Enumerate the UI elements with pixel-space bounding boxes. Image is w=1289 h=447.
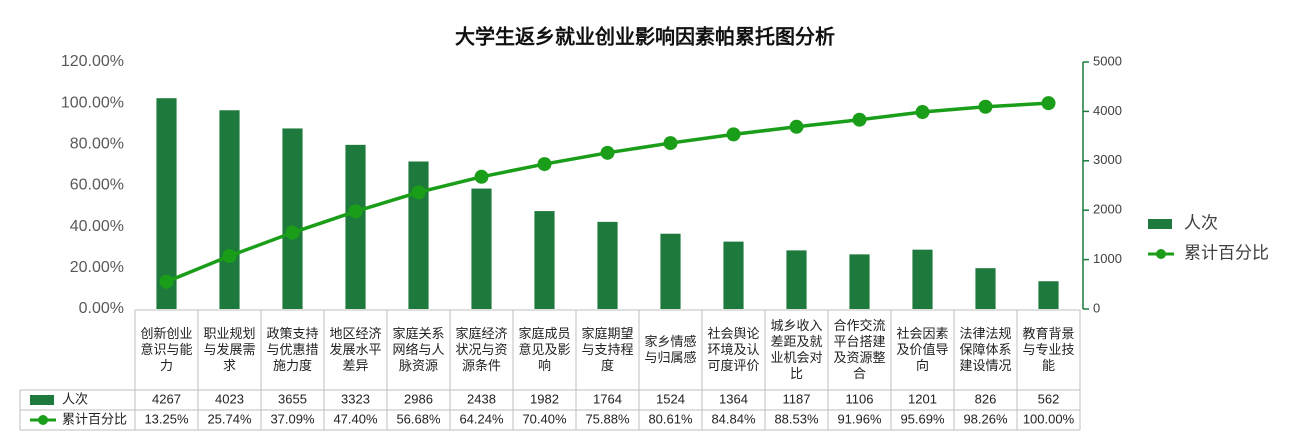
table-cell: 1187 [783,391,811,406]
y-tick-label: 20.00% [70,259,124,276]
y2-tick-label: 4000 [1093,103,1122,118]
y2-tick-label: 5000 [1093,53,1122,68]
table-cell: 91.96% [837,411,882,426]
table-cell: 100.00% [1023,411,1075,426]
category-label: 政策支持与优惠措施力度 [266,326,319,373]
table-cell: 70.40% [522,411,567,426]
y2-tick-label: 2000 [1093,202,1122,217]
table-cell: 1201 [908,391,937,406]
legend-key [1156,249,1166,259]
category-label: 社会因素及价值导向 [896,326,949,373]
table-cell: 98.26% [963,411,1008,426]
line-marker [600,145,615,160]
table-cell: 88.53% [774,411,819,426]
category-label: 法律法规保障体系建设情况 [959,326,1012,373]
bar [408,161,429,309]
table-cell: 84.84% [711,411,756,426]
bar [597,221,618,309]
bar [723,241,744,309]
table-cell: 13.25% [144,411,189,426]
category-label: 职业规划与发展需求 [203,326,256,373]
category-label: 家庭成员意见及影响 [518,326,571,373]
category-label: 地区经济发展水平差异 [329,326,382,373]
line-marker [222,249,237,264]
y-tick-label: 80.00% [70,136,124,153]
table-cell: 80.61% [648,411,693,426]
bar [660,233,681,309]
table-cell: 4023 [215,391,244,406]
legend-key [38,415,48,425]
category-label: 家庭经济状况与资源条件 [455,326,508,373]
line-marker [663,136,678,151]
y-tick-label: 0.00% [79,300,124,317]
category-label: 教育背景与专业技能 [1022,326,1075,373]
y2-tick-label: 1000 [1093,251,1122,266]
table-cell: 95.69% [900,411,945,426]
y-tick-label: 100.00% [61,94,124,111]
table-cell: 64.24% [459,411,504,426]
bar [282,128,303,309]
table-cell: 4267 [152,391,181,406]
legend-label: 累计百分比 [1184,243,1269,262]
legend-key [1148,219,1172,229]
category-label: 社会舆论环境及认可度评价 [707,326,760,373]
y-tick-label: 60.00% [70,177,124,194]
bar [786,250,807,309]
table-cell: 75.88% [585,411,630,426]
line-marker [159,274,174,289]
table-cell: 2986 [404,391,433,406]
category-label: 家乡情感与归属感 [644,334,697,365]
category-label: 家庭关系网络与人脉资源 [392,326,445,373]
table-cell: 1106 [846,391,874,406]
line-marker [537,157,552,172]
category-label: 家庭期望与支持程度 [581,326,634,373]
line-marker [978,99,993,114]
bar [849,254,870,309]
line-marker [1041,96,1056,111]
line-marker [411,185,426,200]
table-cell: 562 [1038,391,1060,406]
legend-label: 人次 [1184,213,1218,232]
table-row-label: 累计百分比 [62,411,127,426]
bar [912,249,933,309]
table-cell: 1524 [656,391,685,406]
chart-title: 大学生返乡就业创业影响因素帕累托图分析 [455,24,835,48]
line-marker [474,169,489,184]
table-cell: 1364 [719,391,748,406]
bar [534,211,555,309]
y2-tick-label: 0 [1093,300,1100,315]
category-label: 创新创业意识与能力 [140,326,193,373]
table-cell: 25.74% [207,411,252,426]
line-marker [726,127,741,142]
table-row-label: 人次 [62,391,88,406]
bar [1038,281,1059,309]
y2-tick-label: 3000 [1093,152,1122,167]
line-marker [789,119,804,134]
table-cell: 56.68% [396,411,441,426]
table-cell: 826 [975,391,997,406]
line-marker [285,225,300,240]
category-label: 合作交流平台搭建及资源整合 [833,318,886,381]
table-cell: 2438 [467,391,496,406]
table-cell: 3323 [341,391,370,406]
line-marker [852,112,867,127]
bar [345,144,366,309]
table-cell: 1764 [593,391,622,406]
table-cell: 1982 [530,391,559,406]
table-cell: 37.09% [270,411,315,426]
line-marker [915,105,930,120]
bar [219,110,240,310]
bar [156,98,177,309]
y-tick-label: 40.00% [70,218,124,235]
table-cell: 47.40% [333,411,378,426]
bar [975,268,996,309]
y-tick-label: 120.00% [61,53,124,70]
table-cell: 3655 [278,391,307,406]
bar [471,188,492,309]
line-marker [348,204,363,219]
legend-key [30,395,54,405]
category-label: 城乡收入差距及就业机会对比 [770,318,823,381]
